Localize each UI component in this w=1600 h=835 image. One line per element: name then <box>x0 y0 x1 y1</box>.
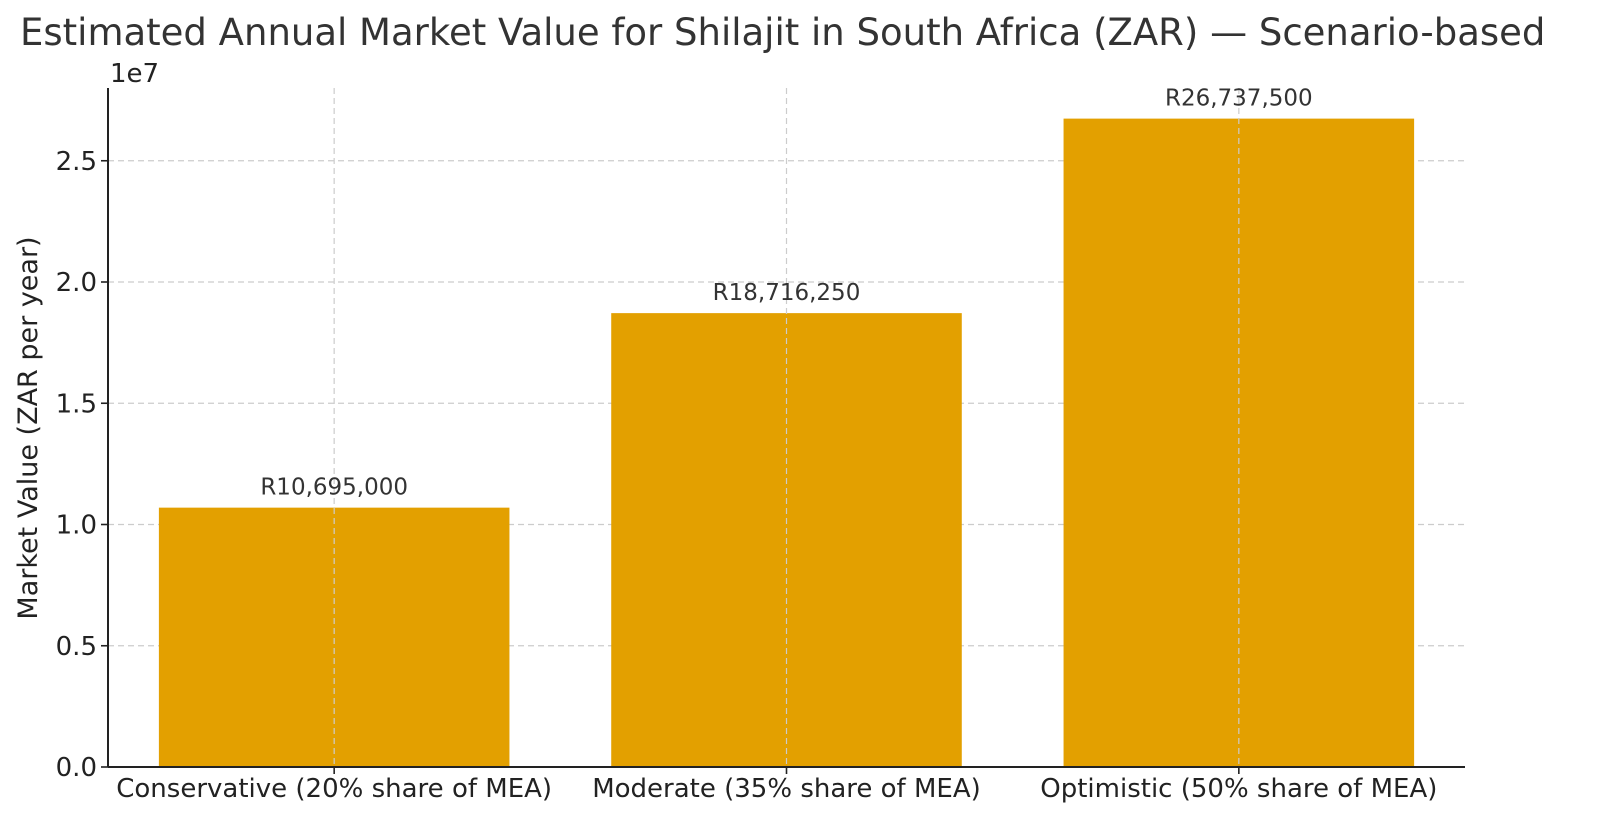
y-tick-label: 1.5 <box>56 389 97 419</box>
y-tick-label: 2.0 <box>56 268 97 298</box>
y-tick-label: 0.0 <box>56 753 97 783</box>
chart-title: Estimated Annual Market Value for Shilaj… <box>20 11 1545 54</box>
x-tick-label: Optimistic (50% share of MEA) <box>1040 774 1437 804</box>
y-tick-label: 2.5 <box>56 147 97 177</box>
axes-layer: 0.0 0.5 1.0 1.5 2.0 2.5 Conservative (20% shar… <box>56 88 1465 804</box>
x-tick-label: Moderate (35% share of MEA) <box>592 774 981 804</box>
y-offset-label: 1e7 <box>110 59 159 89</box>
y-tick-label: 1.0 <box>56 511 97 541</box>
bar-data-label: R18,716,250 <box>713 280 861 306</box>
y-tick-label: 0.5 <box>56 632 97 662</box>
bar-data-label: R10,695,000 <box>260 475 408 501</box>
y-axis-label: Market Value (ZAR per year) <box>13 236 44 619</box>
x-tick-label: Conservative (20% share of MEA) <box>116 774 552 804</box>
labels-layer: R10,695,000 R18,716,250 R26,737,500 <box>260 86 1313 767</box>
bar-data-label: R26,737,500 <box>1165 86 1313 112</box>
